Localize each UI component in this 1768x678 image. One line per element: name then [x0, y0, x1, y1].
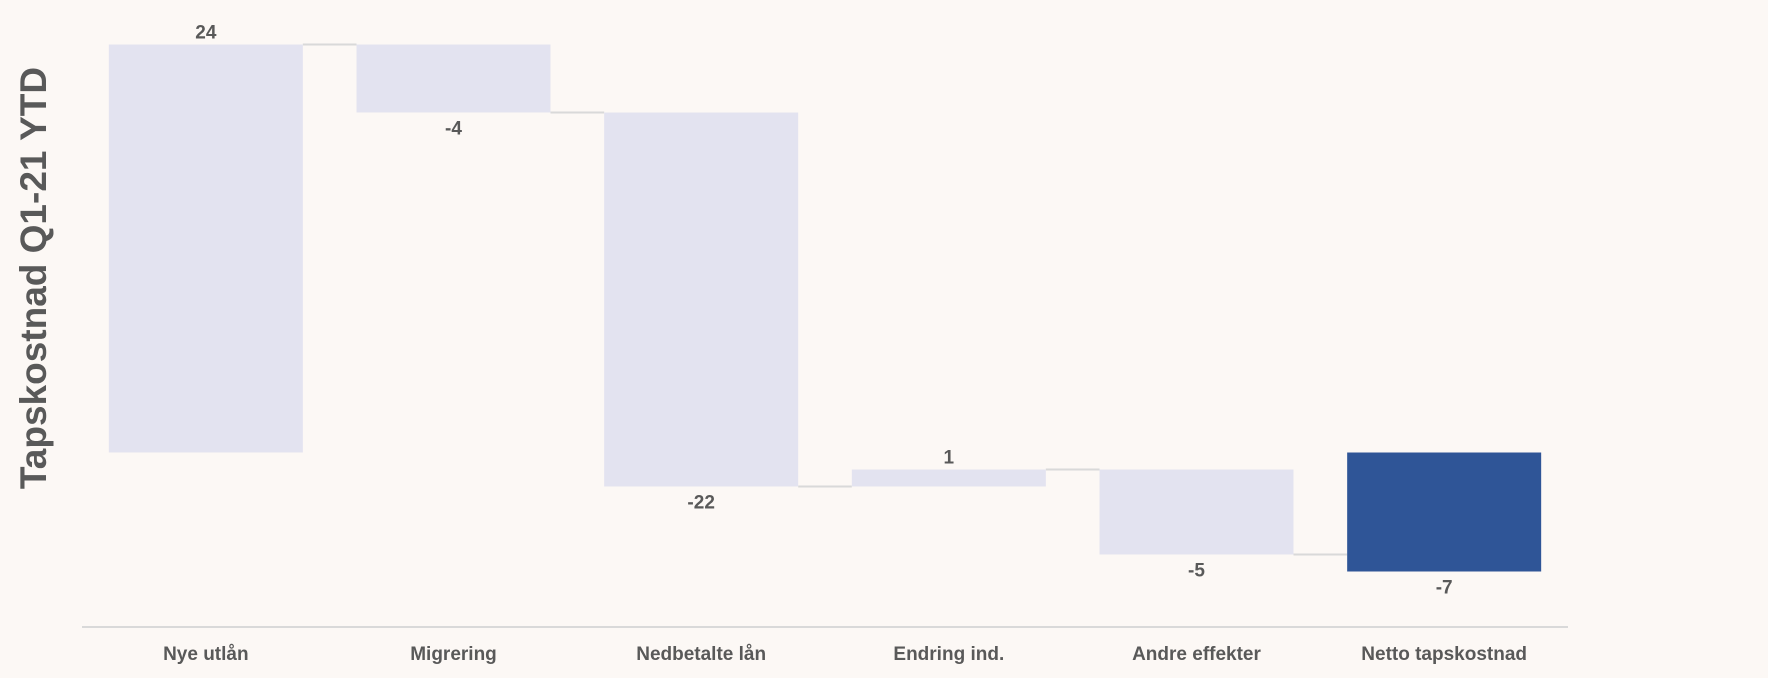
y-axis-label: Tapskostnad Q1-21 YTD: [13, 67, 54, 489]
value-label-4: -5: [1188, 561, 1205, 582]
x-tick-label-0: Nye utlån: [163, 644, 249, 665]
value-labels-group: 24 -4 -22 1 -5 -7: [195, 23, 1452, 599]
x-tick-labels-group: Nye utlån Migrering Nedbetalte lån Endring …: [163, 644, 1527, 665]
bar-3: [851, 469, 1046, 487]
value-label-5: -7: [1436, 578, 1453, 599]
value-label-1: -4: [445, 119, 462, 140]
x-tick-label-4: Andre effekter: [1132, 644, 1261, 665]
bar-0: [108, 44, 303, 453]
bar-5: [1347, 452, 1542, 572]
x-tick-label-5: Netto tapskostnad: [1361, 644, 1527, 665]
x-tick-label-3: Endring ind.: [893, 644, 1004, 665]
bars-group: [108, 44, 1542, 572]
bar-4: [1099, 469, 1294, 555]
x-tick-label-2: Nedbetalte lån: [636, 644, 766, 665]
value-label-0: 24: [195, 23, 217, 44]
connector-lines: [302, 43, 1348, 556]
bar-1: [356, 44, 551, 113]
bar-2: [604, 112, 799, 487]
x-tick-label-1: Migrering: [410, 644, 497, 665]
value-label-3: 1: [944, 448, 955, 469]
value-label-2: -22: [687, 493, 714, 514]
